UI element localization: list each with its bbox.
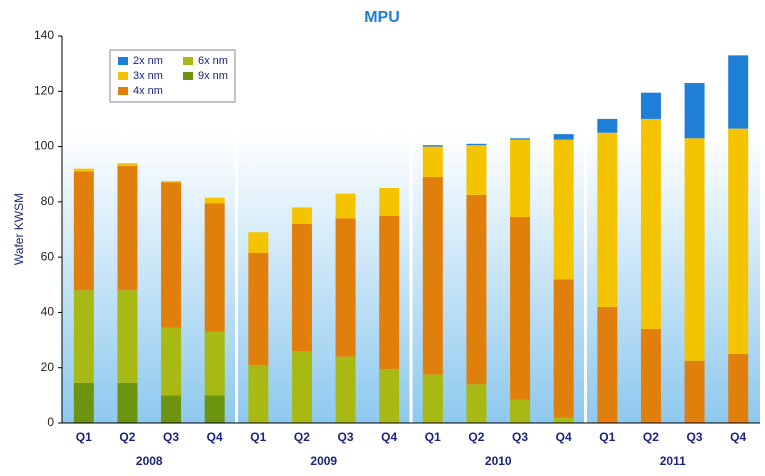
x-tick-label: Q1	[250, 430, 266, 444]
bar-segment	[204, 203, 225, 332]
x-tick-label: Q2	[468, 430, 484, 444]
bar-segment	[728, 55, 749, 129]
x-tick-label: Q3	[163, 430, 179, 444]
bar-segment	[248, 364, 269, 423]
x-tick-label: Q3	[687, 430, 703, 444]
bar-segment	[291, 207, 312, 224]
legend-box	[109, 49, 236, 103]
bar-segment	[466, 145, 487, 195]
x-tick-label: Q1	[425, 430, 441, 444]
bar-segment	[73, 382, 94, 423]
legend-label: 2x nm	[133, 55, 163, 67]
y-tick-label: 100	[34, 139, 54, 153]
bar-segment	[204, 197, 225, 204]
group-label: 2010	[485, 454, 512, 468]
x-tick-label: Q3	[338, 430, 354, 444]
bar-segment	[597, 118, 618, 133]
bar-segment	[248, 252, 269, 365]
bar-segment	[422, 145, 443, 147]
group-label: 2008	[136, 454, 163, 468]
bar-segment	[510, 138, 531, 140]
bar-segment	[640, 118, 661, 330]
y-tick-label: 140	[34, 28, 54, 42]
bar-segment	[73, 168, 94, 172]
bar-segment	[161, 327, 182, 396]
x-tick-label: Q3	[512, 430, 528, 444]
bar-segment	[161, 181, 182, 183]
legend-swatch	[183, 57, 193, 65]
y-tick-label: 60	[41, 249, 55, 263]
x-tick-label: Q4	[381, 430, 397, 444]
bar-segment	[291, 351, 312, 423]
bar-segment	[466, 384, 487, 423]
x-tick-label: Q4	[556, 430, 572, 444]
y-tick-label: 20	[41, 360, 55, 374]
bar-segment	[597, 132, 618, 307]
legend-swatch	[118, 87, 128, 95]
bar-segment	[117, 165, 138, 291]
x-tick-label: Q1	[76, 430, 92, 444]
bar-segment	[553, 417, 574, 423]
x-tick-label: Q2	[643, 430, 659, 444]
legend-label: 6x nm	[198, 55, 228, 67]
bar-segment	[248, 232, 269, 253]
bar-segment	[161, 395, 182, 423]
y-tick-label: 120	[34, 83, 54, 97]
x-tick-label: Q1	[599, 430, 615, 444]
bar-segment	[640, 329, 661, 423]
bar-segment	[422, 146, 443, 177]
bar-segment	[553, 139, 574, 280]
x-tick-label: Q2	[119, 430, 135, 444]
bar-segment	[510, 399, 531, 423]
bar-segment	[640, 92, 661, 119]
bar-segment	[335, 193, 356, 219]
bar-segment	[117, 290, 138, 383]
bar-segment	[510, 217, 531, 400]
bar-segment	[553, 279, 574, 418]
bar-segment	[728, 128, 749, 354]
bar-segment	[379, 215, 400, 370]
bar-segment	[728, 353, 749, 423]
group-label: 2009	[310, 454, 337, 468]
bar-segment	[510, 139, 531, 218]
bar-segment	[422, 374, 443, 423]
bar-segment	[117, 382, 138, 423]
bar-segment	[379, 369, 400, 423]
y-tick-label: 80	[41, 194, 55, 208]
bar-segment	[684, 138, 705, 361]
bar-segment	[291, 223, 312, 352]
bar-segment	[117, 163, 138, 166]
x-tick-label: Q4	[207, 430, 223, 444]
y-tick-label: 0	[47, 415, 54, 429]
bar-segment	[684, 360, 705, 423]
legend-label: 4x nm	[133, 85, 163, 97]
bar-segment	[379, 188, 400, 216]
legend-label: 3x nm	[133, 70, 163, 82]
bar-segment	[161, 182, 182, 328]
legend-swatch	[118, 57, 128, 65]
bar-segment	[466, 194, 487, 385]
bar-segment	[204, 395, 225, 423]
bar-segment	[204, 331, 225, 396]
y-axis-label: Wafer KWSM	[12, 193, 26, 265]
bar-segment	[684, 82, 705, 139]
legend-swatch	[118, 72, 128, 80]
y-tick-label: 40	[41, 305, 55, 319]
bar-segment	[422, 176, 443, 375]
x-tick-label: Q2	[294, 430, 310, 444]
chart-title: MPU	[364, 9, 400, 26]
legend-swatch	[183, 72, 193, 80]
legend-label: 9x nm	[198, 70, 228, 82]
bar-segment	[73, 290, 94, 383]
bar-segment	[335, 356, 356, 423]
bar-segment	[553, 134, 574, 140]
bar-segment	[466, 143, 487, 146]
bar-segment	[73, 171, 94, 291]
x-tick-label: Q4	[730, 430, 746, 444]
group-label: 2011	[660, 454, 686, 468]
bar-segment	[597, 306, 618, 423]
bar-segment	[335, 218, 356, 357]
